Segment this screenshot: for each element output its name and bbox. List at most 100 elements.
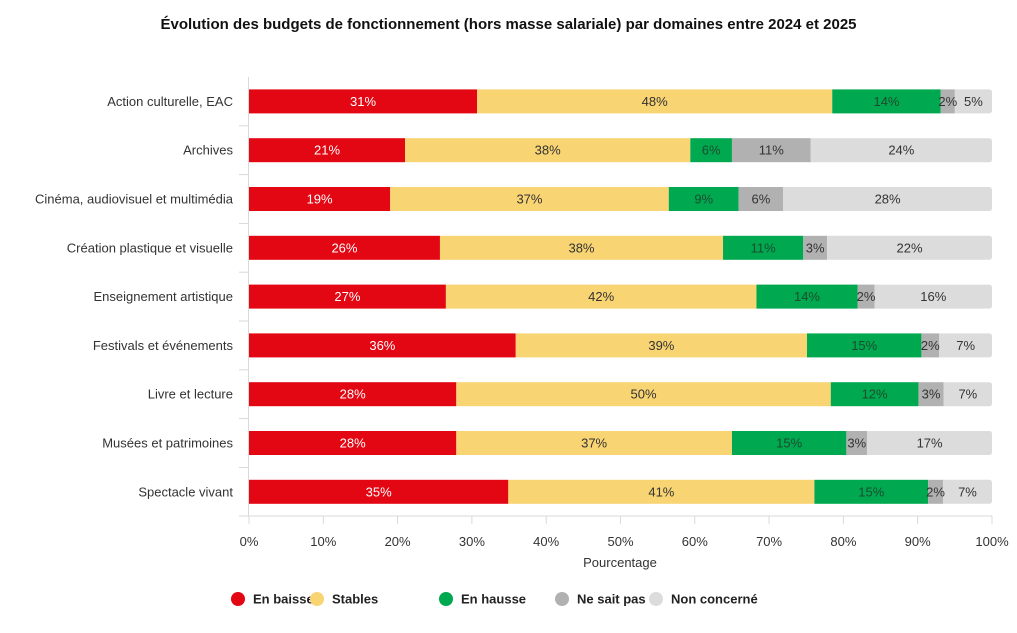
bar-segment-ne-sait-pas bbox=[803, 235, 828, 260]
data-label: 28% bbox=[340, 436, 366, 451]
bar-segment-stables bbox=[390, 187, 669, 211]
x-tick-label: 50% bbox=[607, 534, 633, 549]
data-label: 6% bbox=[702, 143, 721, 158]
chart-title: Évolution des budgets de fonctionnement … bbox=[160, 16, 857, 33]
category-label: Spectacle vivant bbox=[138, 484, 233, 499]
category-label: Festivals et événements bbox=[93, 338, 234, 353]
x-tick-label: 100% bbox=[975, 534, 1009, 549]
bar-segment-ne-sait-pas bbox=[921, 333, 940, 358]
bar-segment-stables bbox=[439, 235, 724, 260]
data-label: 28% bbox=[340, 387, 366, 402]
data-label: 21% bbox=[314, 143, 340, 158]
data-label: 3% bbox=[806, 240, 825, 255]
data-label: 24% bbox=[888, 143, 914, 158]
data-label: 17% bbox=[917, 436, 943, 451]
legend-marker bbox=[439, 592, 453, 606]
bar-segment-en-baisse bbox=[249, 333, 516, 358]
data-label: 22% bbox=[897, 240, 923, 255]
data-label: 15% bbox=[776, 436, 802, 451]
data-label: 28% bbox=[875, 192, 901, 207]
bar-segment-non-concerne bbox=[939, 333, 992, 358]
bar-segment-en-hausse bbox=[832, 89, 941, 114]
legend-item: Non concerné bbox=[649, 592, 758, 607]
x-tick-label: 80% bbox=[830, 534, 856, 549]
data-label: 16% bbox=[920, 289, 946, 304]
x-tick-label: 10% bbox=[310, 534, 336, 549]
bar-segment-stables bbox=[477, 89, 833, 114]
data-label: 26% bbox=[331, 240, 357, 255]
bar-segment-en-hausse bbox=[806, 333, 922, 358]
bar-segment-ne-sait-pas bbox=[846, 431, 868, 455]
data-label: 37% bbox=[516, 192, 542, 207]
data-label: 41% bbox=[648, 484, 674, 499]
bar-segment-en-hausse bbox=[668, 187, 739, 211]
bar-segment-en-hausse bbox=[756, 284, 858, 309]
legend-marker bbox=[310, 592, 324, 606]
data-label: 39% bbox=[648, 338, 674, 353]
bar-segment-non-concerne bbox=[783, 187, 992, 211]
x-axis-title: Pourcentage bbox=[583, 555, 657, 570]
legend-item: Stables bbox=[310, 592, 378, 607]
x-tick-label: 60% bbox=[682, 534, 708, 549]
bar-segment-non-concerne bbox=[942, 479, 992, 504]
data-labels: 31% 48% 14% 2% 5% 21% 38% 6% 11% 24% 19% 37% 9% 6% 28%… bbox=[307, 94, 984, 499]
legend-label: Stables bbox=[332, 592, 378, 607]
data-label: 35% bbox=[366, 484, 392, 499]
data-label: 9% bbox=[694, 192, 713, 207]
data-label: 14% bbox=[794, 289, 820, 304]
legend-label: En baisse bbox=[253, 592, 314, 607]
bar-segment-ne-sait-pas bbox=[940, 89, 955, 114]
legend-marker bbox=[231, 592, 245, 606]
data-label: 19% bbox=[307, 192, 333, 207]
data-label: 48% bbox=[642, 94, 668, 109]
category-label: Enseignement artistique bbox=[94, 289, 233, 304]
bar-segment-ne-sait-pas bbox=[928, 479, 943, 504]
data-label: 2% bbox=[938, 94, 957, 109]
bar-segment-stables bbox=[445, 284, 757, 309]
data-label: 11% bbox=[759, 143, 784, 158]
x-axis: 0% 10% 20% 30% 40% 50% 60% 70% 80% 90% 100% bbox=[240, 516, 1009, 549]
x-tick-label: 90% bbox=[905, 534, 931, 549]
legend: En baisse Stables En hausse Ne sait pas Non … bbox=[231, 592, 758, 607]
data-label: 50% bbox=[631, 387, 657, 402]
data-label: 2% bbox=[926, 484, 945, 499]
bar-segment-non-concerne bbox=[874, 284, 992, 309]
data-label: 38% bbox=[535, 143, 561, 158]
data-label: 42% bbox=[588, 289, 614, 304]
bar-segment-stables bbox=[456, 431, 732, 455]
data-label: 3% bbox=[922, 387, 941, 402]
category-label: Création plastique et visuelle bbox=[67, 240, 233, 255]
bar-segment-non-concerne bbox=[943, 382, 992, 407]
axes: Action culturelle, EAC Archives Cinéma, au… bbox=[35, 77, 992, 517]
bar-segment-stables bbox=[508, 479, 815, 504]
data-label: 38% bbox=[568, 240, 594, 255]
bar-segment-en-hausse bbox=[690, 138, 732, 163]
data-label: 36% bbox=[369, 338, 395, 353]
bar-segment-non-concerne bbox=[954, 89, 992, 114]
bar-segment-non-concerne bbox=[827, 235, 992, 260]
category-label: Action culturelle, EAC bbox=[107, 94, 233, 109]
x-tick-label: 0% bbox=[240, 534, 259, 549]
data-label: 6% bbox=[752, 192, 771, 207]
data-label: 3% bbox=[847, 436, 866, 451]
legend-item: En hausse bbox=[439, 592, 526, 607]
bar-segment-ne-sait-pas bbox=[738, 187, 784, 211]
bars bbox=[249, 89, 992, 504]
data-label: 7% bbox=[956, 338, 975, 353]
bar-segment-en-baisse bbox=[249, 479, 509, 504]
bar-segment-stables bbox=[405, 138, 691, 163]
bar-segment-en-hausse bbox=[723, 235, 804, 260]
bar-segment-ne-sait-pas bbox=[731, 138, 811, 163]
data-label: 27% bbox=[334, 289, 360, 304]
data-label: 37% bbox=[581, 436, 607, 451]
bar-segment-en-baisse bbox=[249, 284, 446, 309]
legend-marker bbox=[649, 592, 663, 606]
bar-segment-stables bbox=[456, 382, 831, 407]
data-label: 31% bbox=[350, 94, 376, 109]
legend-label: Ne sait pas bbox=[577, 592, 646, 607]
bar-segment-en-baisse bbox=[249, 431, 457, 455]
legend-marker bbox=[555, 592, 569, 606]
legend-label: Non concerné bbox=[671, 592, 758, 607]
data-label: 5% bbox=[964, 94, 983, 109]
